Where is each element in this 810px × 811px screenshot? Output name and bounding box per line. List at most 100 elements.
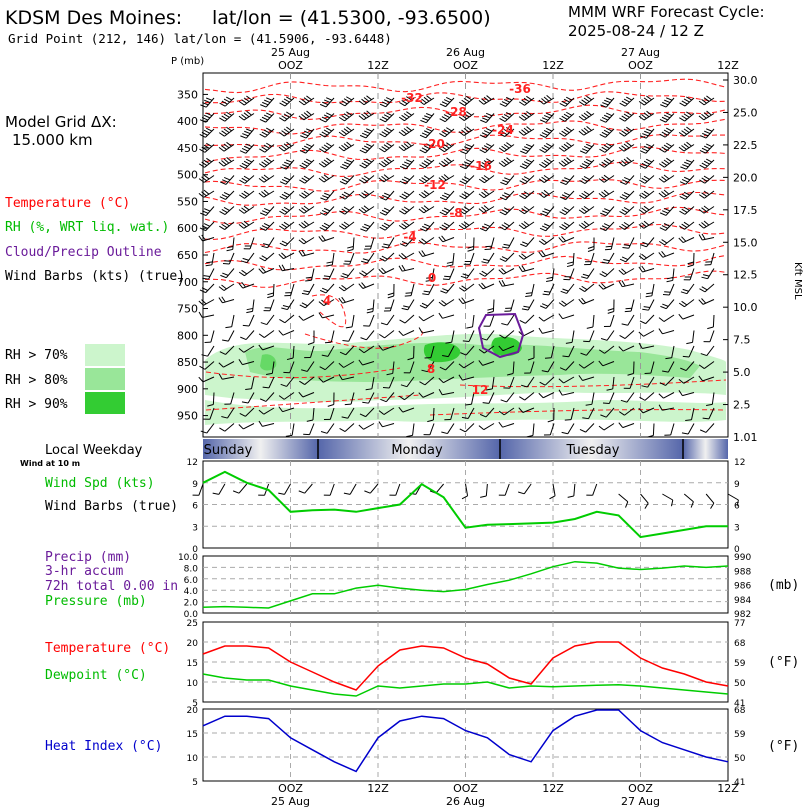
temperature-contour-label: -8 bbox=[449, 206, 462, 220]
weekday-segment bbox=[500, 439, 683, 459]
wind-barb bbox=[339, 206, 355, 215]
wind-barb bbox=[458, 283, 475, 292]
wind-barb bbox=[638, 342, 655, 349]
wind-barb bbox=[549, 483, 556, 500]
wind-barb bbox=[260, 314, 275, 326]
wind-barb bbox=[519, 158, 535, 170]
right-tick-label: 0 bbox=[734, 545, 740, 555]
pressure-axis-title: P (mb) bbox=[171, 56, 204, 67]
wind-barb bbox=[338, 141, 355, 152]
wind-barb bbox=[518, 126, 535, 136]
wind-barb bbox=[639, 175, 655, 184]
wind-barb bbox=[379, 252, 395, 262]
wind-barb bbox=[701, 268, 715, 280]
wind-barb bbox=[219, 423, 235, 432]
top-date-label: 26 Aug bbox=[446, 46, 485, 59]
temperature-contour-label: 4 bbox=[323, 294, 331, 308]
wind-barb bbox=[665, 345, 675, 360]
wind-barb bbox=[539, 158, 555, 168]
wind-barb bbox=[679, 175, 695, 185]
wind-barb bbox=[198, 311, 215, 318]
temperature-contour-label: -12 bbox=[424, 178, 446, 192]
wind-barb bbox=[500, 392, 515, 403]
wind-barb bbox=[446, 252, 455, 267]
wind-barb bbox=[606, 376, 615, 391]
wind-barb bbox=[278, 392, 295, 400]
wind-barb bbox=[418, 237, 435, 245]
wind-barb bbox=[579, 283, 595, 292]
wind-barb bbox=[618, 407, 635, 416]
cycle-title: 2025-08-24 / 12 Z bbox=[568, 22, 704, 40]
temperature-contour-label: 8 bbox=[427, 362, 435, 376]
legend-rh70-label: RH > 70% bbox=[5, 348, 68, 363]
wind-barb bbox=[683, 493, 694, 508]
wind-barb bbox=[298, 391, 315, 398]
height-tick-label: 12.5 bbox=[733, 269, 758, 282]
wind-barb bbox=[398, 111, 415, 122]
wind-barb bbox=[658, 328, 675, 335]
wind-barb bbox=[427, 407, 435, 423]
bottom-date-label: 25 Aug bbox=[271, 795, 310, 808]
wind-barb bbox=[361, 252, 375, 264]
wind-barb bbox=[700, 128, 715, 139]
wind-barb bbox=[199, 361, 215, 370]
wind-barb bbox=[278, 264, 295, 272]
wind-barb bbox=[578, 126, 595, 136]
wind-barb bbox=[558, 389, 575, 396]
wind-barb bbox=[241, 392, 255, 404]
height-tick-label: 5.0 bbox=[733, 366, 751, 379]
upper-air-wind-barbs bbox=[198, 95, 715, 438]
wind-barb bbox=[259, 221, 275, 231]
wind-barb bbox=[559, 190, 575, 201]
wind-barb bbox=[423, 423, 435, 436]
pressure-tick-label: 750 bbox=[177, 303, 198, 316]
model-title: MMM WRF Forecast Cycle: bbox=[568, 3, 765, 21]
wind-barb bbox=[664, 423, 675, 436]
wind-barb bbox=[219, 221, 235, 230]
wind-barb bbox=[221, 407, 235, 419]
wind-barb bbox=[458, 111, 475, 121]
wind-barb bbox=[378, 157, 395, 168]
wind-barb bbox=[658, 237, 675, 246]
wind-barb bbox=[705, 493, 715, 509]
wind-barb bbox=[259, 142, 275, 153]
wind-barb bbox=[438, 376, 455, 384]
wind-barb bbox=[499, 330, 515, 339]
wind-barb bbox=[558, 142, 575, 152]
wind-barb bbox=[422, 283, 435, 296]
wind-barb bbox=[698, 205, 715, 214]
wind-barb bbox=[403, 361, 415, 374]
wind-barb bbox=[225, 314, 235, 329]
wind-barb bbox=[599, 142, 615, 153]
wind-barb bbox=[640, 237, 655, 248]
wind-barb bbox=[707, 314, 715, 330]
wind-barb bbox=[219, 190, 235, 200]
wind-barb bbox=[499, 252, 515, 262]
wind-barb bbox=[598, 283, 615, 290]
wind-barb bbox=[200, 423, 215, 434]
wind-barb bbox=[259, 392, 275, 402]
wind-barb bbox=[199, 142, 215, 153]
wind-barb bbox=[399, 159, 415, 170]
station-title: KDSM Des Moines: bbox=[5, 7, 182, 29]
wind-barb bbox=[687, 252, 695, 268]
bottom-date-label: 27 Aug bbox=[621, 795, 660, 808]
wind-barb bbox=[219, 111, 235, 122]
wind-barb bbox=[359, 158, 375, 169]
right-tick-label: 988 bbox=[734, 567, 751, 577]
wind-barb bbox=[658, 404, 675, 411]
wind-barb bbox=[539, 221, 555, 232]
wind-barb bbox=[562, 345, 575, 358]
right-tick-label: 986 bbox=[734, 582, 751, 592]
wind-barb bbox=[445, 330, 455, 344]
wind-barb bbox=[600, 407, 615, 418]
wind-barb bbox=[399, 190, 415, 200]
legend-rh90-label: RH > 90% bbox=[5, 397, 68, 412]
wind-barb bbox=[527, 346, 535, 361]
wind-barb bbox=[319, 221, 335, 231]
wind-barb bbox=[659, 142, 675, 153]
wind-barb bbox=[599, 127, 615, 138]
wind-barb bbox=[623, 376, 635, 389]
wind-barb bbox=[685, 407, 695, 421]
wind-barb bbox=[212, 483, 226, 495]
